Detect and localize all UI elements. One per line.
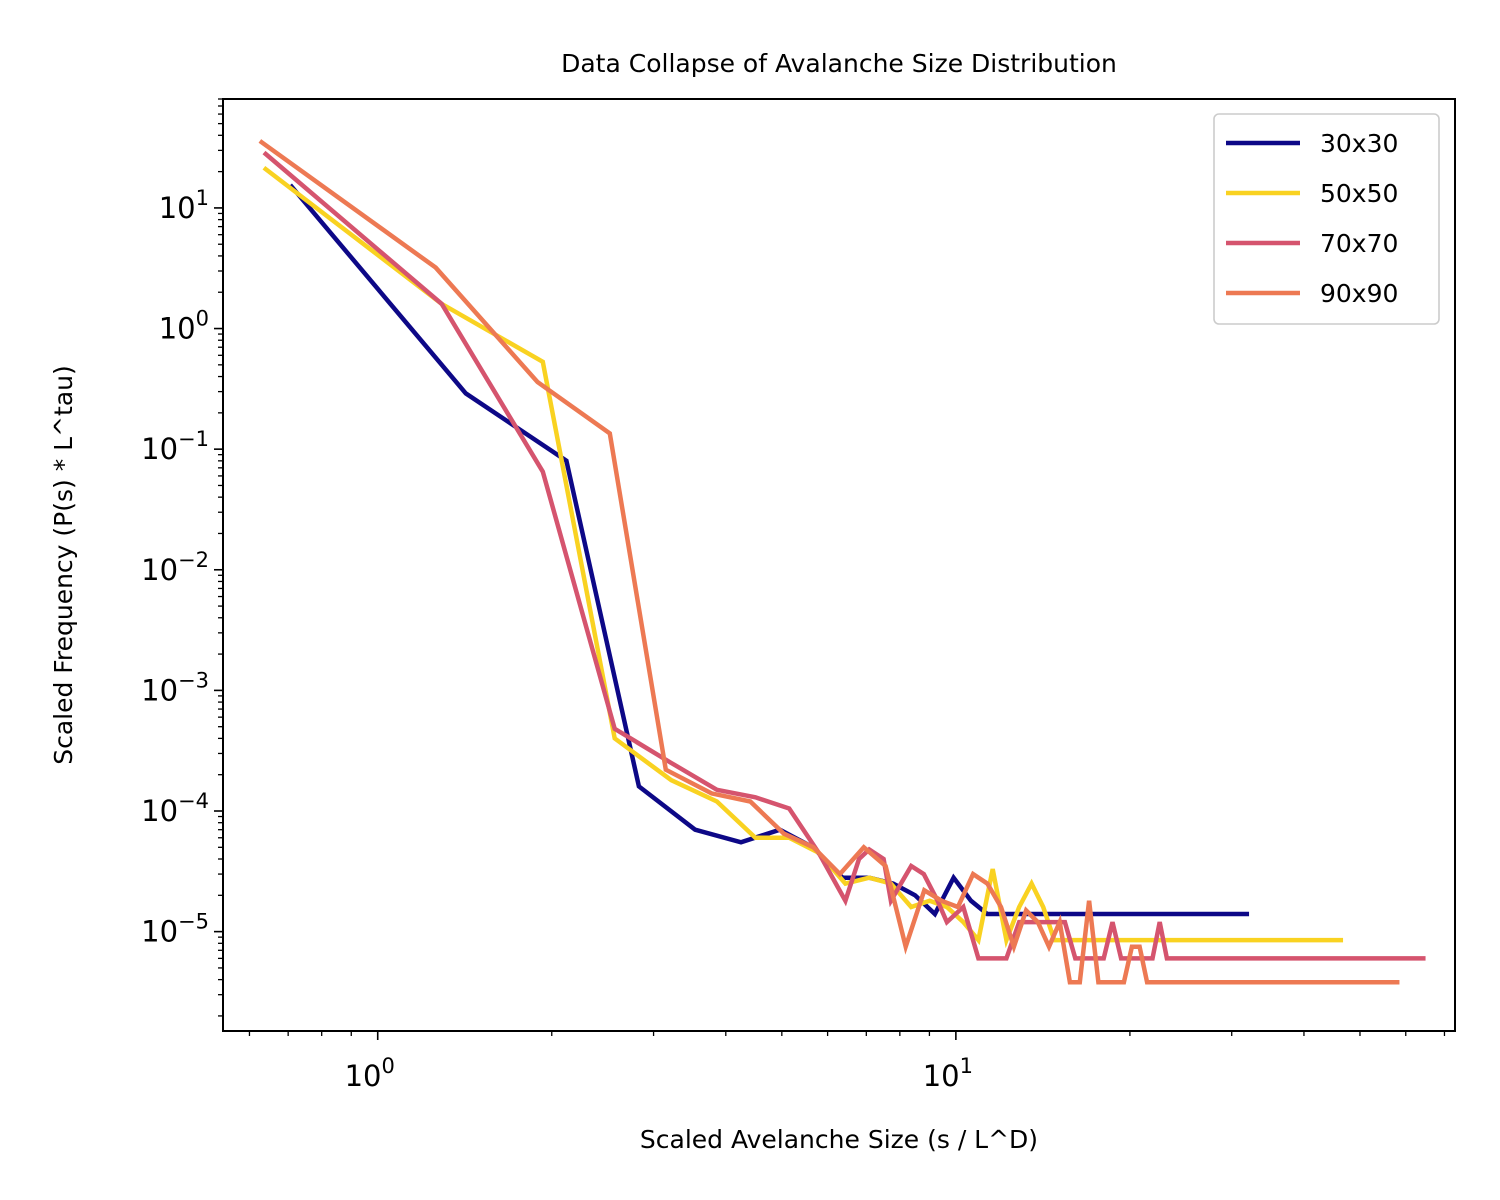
legend-box (1213, 113, 1440, 325)
legend-label-90x90: 90x90 (1320, 279, 1398, 308)
x-axis-label: Scaled Avelanche Size (s / L^D) (640, 1125, 1038, 1154)
y-tick-label: 10−2 (141, 548, 209, 587)
series-layer (258, 139, 1426, 985)
plot-frame (222, 98, 1456, 1032)
y-tick-label: 10−1 (141, 427, 209, 466)
series-line-70x70 (262, 150, 1426, 961)
y-tick-label: 100 (159, 307, 209, 346)
legend-label-70x70: 70x70 (1320, 229, 1398, 258)
legend-label-50x50: 50x50 (1320, 179, 1398, 208)
y-tick-label: 10−5 (141, 910, 209, 949)
legend-label-30x30: 30x30 (1320, 129, 1398, 158)
legend: 30x30 50x50 70x70 90x90 (1213, 113, 1440, 325)
series-line-90x90 (258, 139, 1400, 985)
chart-title: Data Collapse of Avalanche Size Distribu… (561, 49, 1117, 78)
series-line-50x50 (262, 165, 1344, 949)
x-tick-label: 101 (923, 1054, 973, 1093)
y-tick-label: 10−3 (141, 668, 209, 707)
y-axis-label: Scaled Frequency (P(s) * L^tau) (49, 365, 78, 765)
y-tick-label: 101 (159, 186, 209, 225)
y-tick-label: 10−4 (141, 789, 209, 828)
x-tick-label: 100 (345, 1054, 395, 1093)
